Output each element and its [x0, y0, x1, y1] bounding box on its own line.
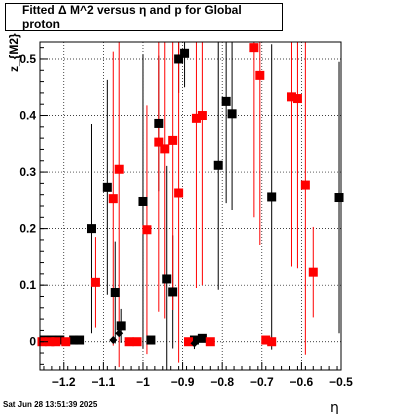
data-point-black [110, 288, 120, 298]
data-point-red [168, 135, 178, 145]
data-point-red [300, 180, 310, 190]
y-tick-label: 0.3 [19, 165, 36, 179]
data-point-red [142, 225, 152, 235]
data-point-diamond [109, 336, 118, 345]
x-tick-label: −0.7 [250, 375, 274, 389]
data-point-red [308, 267, 318, 277]
data-point-red [191, 113, 201, 123]
y-tick-label: 0 [29, 335, 36, 349]
data-point-black [174, 54, 184, 64]
x-axis-label: η [330, 400, 339, 414]
grid-layer [40, 42, 342, 370]
data-point-red [160, 144, 170, 154]
y-tick-label: 0.2 [19, 222, 36, 236]
axis-layer: −1.2 −1.1 −1 −0.9 −0.8 −0.7 −0.6 −0.5 0 0.1 0.2 0.3… [19, 47, 353, 389]
data-point-red [292, 94, 302, 104]
data-point-red [205, 337, 215, 347]
data-point-black [197, 333, 207, 343]
data-point-diamond [115, 329, 124, 338]
data-point-black [221, 96, 231, 106]
data-point-black [116, 321, 126, 331]
y-axis-label: z_{M2} [7, 33, 21, 72]
marker-layer [37, 43, 344, 348]
x-tick-label: −0.9 [171, 375, 195, 389]
data-point-black [168, 287, 178, 297]
data-point-black [334, 193, 344, 203]
x-tick-label: −0.6 [290, 375, 314, 389]
y-tick-label: 0.1 [19, 278, 36, 292]
data-point-black [154, 118, 164, 128]
data-point-black [180, 48, 190, 58]
data-point-red [45, 337, 55, 347]
y-tick-label: 0.4 [19, 109, 36, 123]
data-point-diamond [190, 339, 199, 348]
data-point-black [69, 335, 79, 345]
data-point-red [184, 337, 194, 347]
data-point-red [90, 277, 100, 287]
data-point-black [138, 196, 148, 206]
data-point-black [75, 335, 85, 345]
data-point-red [174, 188, 184, 198]
y-tick-label: 0.5 [19, 52, 36, 66]
data-point-red [154, 137, 164, 147]
data-point-black [162, 274, 172, 284]
data-point-red [61, 337, 71, 347]
x-tick-label: −0.8 [210, 375, 234, 389]
data-point-black [267, 192, 277, 202]
timestamp: Sat Jun 28 13:51:39 2025 [3, 400, 98, 409]
plot-frame [39, 41, 342, 371]
data-point-red [255, 70, 265, 80]
data-point-black [102, 182, 112, 192]
x-tick-label: −1.2 [52, 375, 76, 389]
chart-title: Fitted Δ M^2 versus η and p for Global p… [5, 3, 283, 31]
error-bar-layer [90, 42, 340, 370]
data-point-red [132, 337, 142, 347]
data-point-red [124, 337, 134, 347]
x-tick-label: −1 [136, 375, 150, 389]
data-point-black [146, 335, 156, 345]
data-point-red [51, 337, 61, 347]
data-point-red [197, 111, 207, 121]
data-point-red [108, 194, 118, 204]
data-point-red [267, 337, 277, 347]
data-point-red [286, 92, 296, 102]
data-point-red [249, 43, 259, 53]
data-point-black [86, 224, 96, 234]
data-point-red [261, 335, 271, 345]
data-point-black [213, 160, 223, 170]
data-point-red [114, 164, 124, 174]
x-tick-label: −0.5 [329, 375, 353, 389]
data-point-black [227, 109, 237, 119]
x-tick-label: −1.1 [92, 375, 116, 389]
